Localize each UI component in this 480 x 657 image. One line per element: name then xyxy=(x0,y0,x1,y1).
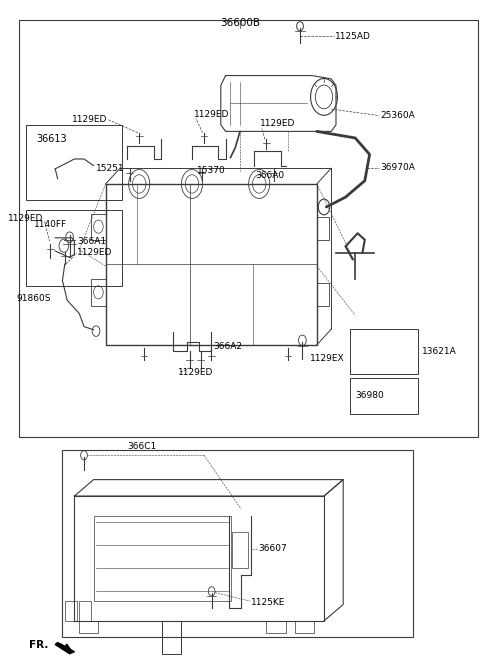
Bar xyxy=(26,125,122,200)
Text: 1140FF: 1140FF xyxy=(34,220,67,229)
Bar xyxy=(266,621,286,633)
Text: 366A0: 366A0 xyxy=(255,171,285,180)
Text: 36980: 36980 xyxy=(355,392,384,400)
Text: FR.: FR. xyxy=(29,640,48,650)
Text: 91860S: 91860S xyxy=(16,294,50,304)
Bar xyxy=(106,184,317,345)
Text: 366C1: 366C1 xyxy=(127,442,156,451)
Text: 1129ED: 1129ED xyxy=(194,110,230,119)
Text: 366A1: 366A1 xyxy=(77,237,106,246)
Text: 15251: 15251 xyxy=(96,164,125,173)
Text: 1129ED: 1129ED xyxy=(72,115,107,124)
Text: 36600B: 36600B xyxy=(220,18,260,28)
Bar xyxy=(79,601,91,621)
Text: 1129EX: 1129EX xyxy=(310,353,344,363)
Text: 13621A: 13621A xyxy=(422,347,457,356)
Text: 1129ED: 1129ED xyxy=(77,248,112,257)
Bar xyxy=(65,601,77,621)
Text: 15370: 15370 xyxy=(197,166,226,175)
Bar xyxy=(62,450,413,637)
Bar xyxy=(19,20,478,437)
Text: 25360A: 25360A xyxy=(380,111,415,120)
Bar xyxy=(79,621,98,633)
Bar xyxy=(94,516,231,601)
Bar xyxy=(231,532,248,568)
Text: 1125KE: 1125KE xyxy=(251,598,286,607)
Bar xyxy=(295,621,314,633)
Bar xyxy=(26,210,122,286)
Text: 1125AD: 1125AD xyxy=(335,32,371,41)
Text: 36613: 36613 xyxy=(36,134,67,145)
Polygon shape xyxy=(55,643,74,654)
Bar xyxy=(91,279,106,306)
Bar xyxy=(350,378,418,414)
Bar xyxy=(317,217,329,240)
Bar xyxy=(350,328,418,374)
Text: 36970A: 36970A xyxy=(380,163,415,172)
Bar xyxy=(317,283,329,306)
Bar xyxy=(91,214,106,240)
Text: 366A2: 366A2 xyxy=(214,342,242,351)
Text: 36607: 36607 xyxy=(258,544,287,553)
Text: 1129ED: 1129ED xyxy=(8,214,43,223)
Text: 1129ED: 1129ED xyxy=(178,368,213,377)
Text: 1129ED: 1129ED xyxy=(260,119,296,128)
